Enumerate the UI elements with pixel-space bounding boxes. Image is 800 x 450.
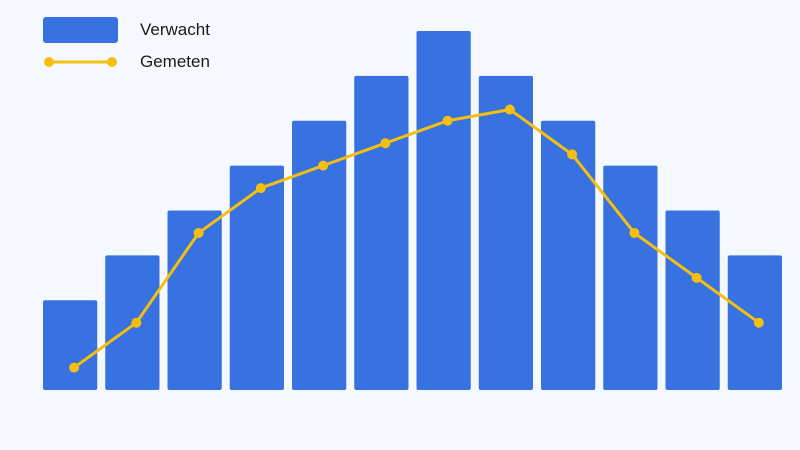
legend: Verwacht Gemeten — [43, 17, 210, 71]
line-layer — [69, 104, 764, 373]
point-gemeten-12 — [753, 317, 764, 328]
bar-verwacht-1 — [43, 300, 98, 390]
point-gemeten-5 — [318, 160, 329, 171]
legend-label-gemeten: Gemeten — [140, 52, 210, 71]
bar-verwacht-7 — [416, 31, 471, 390]
point-gemeten-10 — [629, 227, 640, 238]
bar-verwacht-10 — [603, 165, 658, 390]
legend-swatch-verwacht — [43, 17, 118, 43]
point-gemeten-3 — [193, 227, 204, 238]
legend-swatch-gemeten-dot-right — [107, 57, 117, 67]
point-gemeten-6 — [380, 138, 391, 149]
bar-verwacht-8 — [478, 75, 533, 390]
bar-verwacht-4 — [229, 165, 284, 390]
legend-swatch-gemeten-dot-left — [44, 57, 54, 67]
bar-verwacht-9 — [541, 120, 596, 390]
point-gemeten-7 — [442, 115, 453, 126]
bar-verwacht-6 — [354, 75, 409, 390]
bars-layer — [43, 31, 782, 390]
line-gemeten — [73, 108, 760, 369]
point-gemeten-1 — [69, 362, 80, 373]
point-gemeten-8 — [504, 104, 515, 115]
bar-verwacht-3 — [167, 210, 222, 390]
bar-verwacht-5 — [292, 120, 347, 390]
bar-verwacht-11 — [665, 210, 720, 390]
point-gemeten-4 — [255, 183, 266, 194]
point-gemeten-2 — [131, 317, 142, 328]
point-gemeten-11 — [691, 272, 702, 283]
legend-label-verwacht: Verwacht — [140, 20, 210, 39]
point-gemeten-9 — [567, 149, 578, 160]
